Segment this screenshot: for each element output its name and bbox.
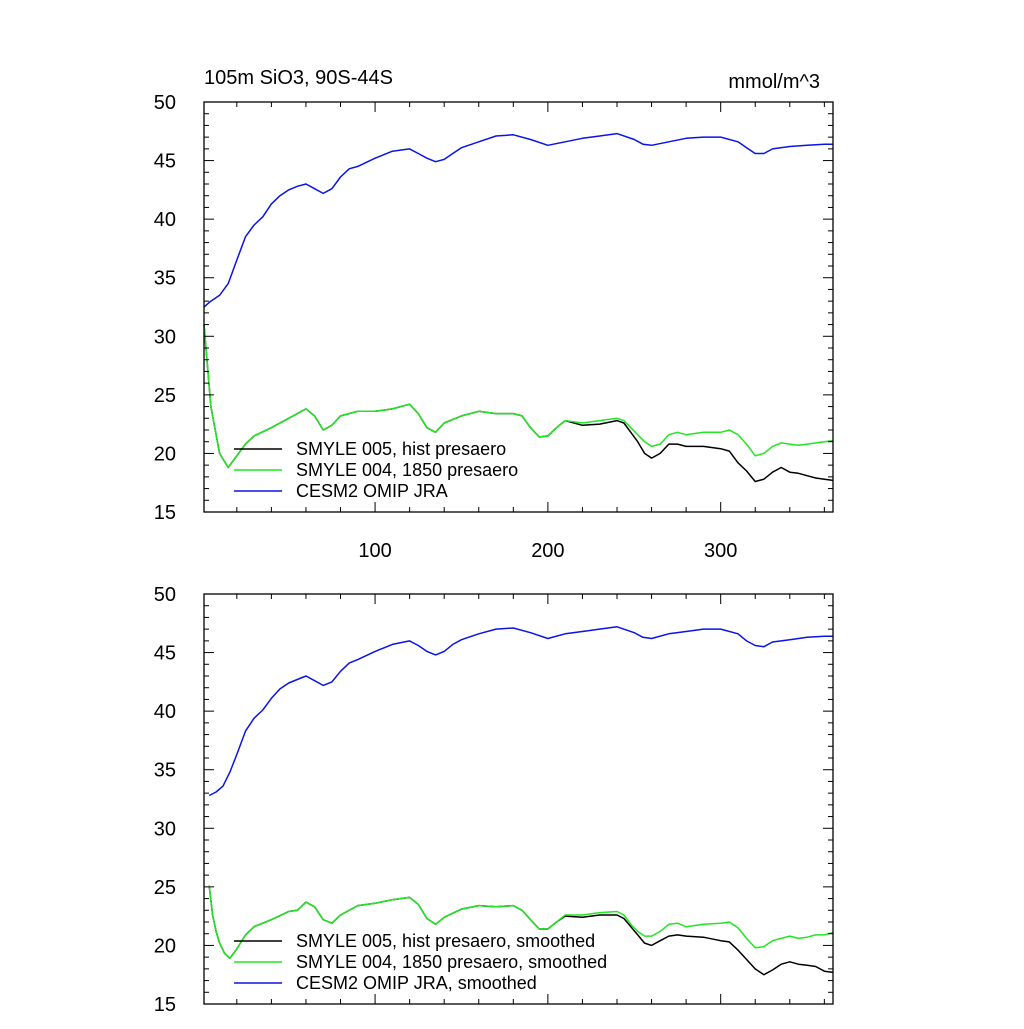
series-line-1	[208, 885, 834, 960]
y-tick-label: 45	[154, 643, 176, 665]
legend-label: CESM2 OMIP JRA	[296, 481, 448, 501]
y-tick-labels: 15 20 25 30 35 40 45 50	[154, 584, 176, 1016]
series-layer	[208, 626, 834, 976]
units-label: mmol/m^3	[728, 71, 820, 93]
x-tick-labels: 100 200 300	[358, 540, 737, 562]
y-tick-label: 15	[154, 502, 176, 524]
plot-frame	[203, 593, 834, 1005]
series-line-2	[203, 132, 833, 308]
series-layer	[203, 132, 834, 483]
y-tick-label: 30	[154, 818, 176, 840]
y-tick-label: 25	[154, 877, 176, 899]
legend: SMYLE 005, hist presaero SMYLE 004, 1850…	[234, 439, 518, 501]
y-tick-label: 40	[154, 209, 176, 231]
y-tick-label: 45	[154, 151, 176, 173]
legend-label: SMYLE 005, hist presaero	[296, 439, 506, 459]
legend: SMYLE 005, hist presaero, smoothed SMYLE…	[234, 931, 607, 993]
bottom-panel: 15 20 25 30 35 40 45 50 SMYLE 005, hist presaer…	[154, 584, 834, 1016]
y-tick-labels: 15 20 25 30 35 40 45 50	[154, 92, 176, 524]
legend-label: SMYLE 005, hist presaero, smoothed	[296, 931, 595, 951]
x-tick-label: 300	[704, 540, 737, 562]
x-tick-label: 100	[358, 540, 391, 562]
y-tick-label: 30	[154, 326, 176, 348]
plot-frame	[203, 101, 834, 513]
legend-label: CESM2 OMIP JRA, smoothed	[296, 973, 537, 993]
legend-label: SMYLE 004, 1850 presaero, smoothed	[296, 952, 607, 972]
y-tick-label: 20	[154, 443, 176, 465]
y-tick-label: 25	[154, 385, 176, 407]
axis-ticks	[204, 101, 833, 513]
y-tick-label: 35	[154, 760, 176, 782]
y-tick-label: 20	[154, 935, 176, 957]
axis-ticks	[204, 593, 833, 1005]
y-tick-label: 15	[154, 994, 176, 1016]
series-line-1	[203, 324, 834, 469]
y-tick-label: 50	[154, 584, 176, 606]
y-tick-label: 35	[154, 268, 176, 290]
series-line-2	[208, 626, 833, 797]
y-tick-label: 40	[154, 701, 176, 723]
top-panel: 105m SiO3, 90S-44S mmol/m^3 15 20 25 30 35 40…	[154, 67, 834, 562]
legend-label: SMYLE 004, 1850 presaero	[296, 460, 518, 480]
panel-title: 105m SiO3, 90S-44S	[204, 67, 393, 89]
y-tick-label: 50	[154, 92, 176, 114]
x-tick-label: 200	[531, 540, 564, 562]
